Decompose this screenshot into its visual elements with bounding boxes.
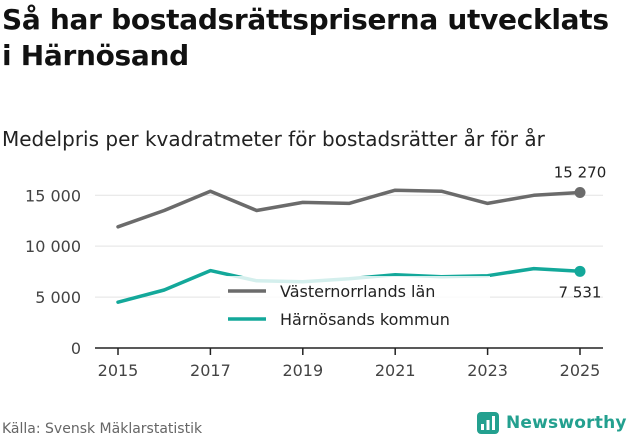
- chart-title: Så har bostadsrättspriserna utvecklats i…: [2, 3, 609, 72]
- series-line-lan: [116, 188, 582, 229]
- legend-background: [220, 276, 490, 334]
- y-tick-label: 15 000: [25, 186, 81, 205]
- end-value-label: 7 531: [559, 283, 602, 301]
- source-note: Källa: Svensk Mäklarstatistik: [2, 421, 203, 437]
- newsworthy-logo-icon: [477, 412, 499, 434]
- y-tick-label: 0: [71, 339, 81, 358]
- x-tick-label: 2017: [190, 361, 231, 380]
- x-tick-label: 2025: [560, 361, 601, 380]
- brand-name: Newsworthy: [506, 413, 627, 433]
- y-tick-label: 5 000: [35, 288, 81, 307]
- end-value-label: 15 270: [554, 164, 607, 182]
- x-tick-label: 2023: [467, 361, 508, 380]
- legend-label: Västernorrlands län: [280, 282, 435, 301]
- x-tick-label: 2021: [375, 361, 416, 380]
- end-point-marker: [574, 265, 586, 277]
- legend-label: Härnösands kommun: [280, 310, 450, 329]
- end-point-marker: [574, 187, 586, 199]
- brand-logo: Newsworthy: [476, 410, 627, 436]
- x-tick-label: 2015: [98, 361, 139, 380]
- legend: Västernorrlands län Härnösands kommun: [220, 276, 490, 334]
- x-tick-label: 2019: [282, 361, 323, 380]
- axes: 0 5 000 10 000 15 000 2015 2017 2019 2021 2023 20…: [25, 186, 603, 380]
- chart-subtitle: Medelpris per kvadratmeter för bostadsrä…: [2, 127, 545, 151]
- y-tick-label: 10 000: [25, 237, 81, 256]
